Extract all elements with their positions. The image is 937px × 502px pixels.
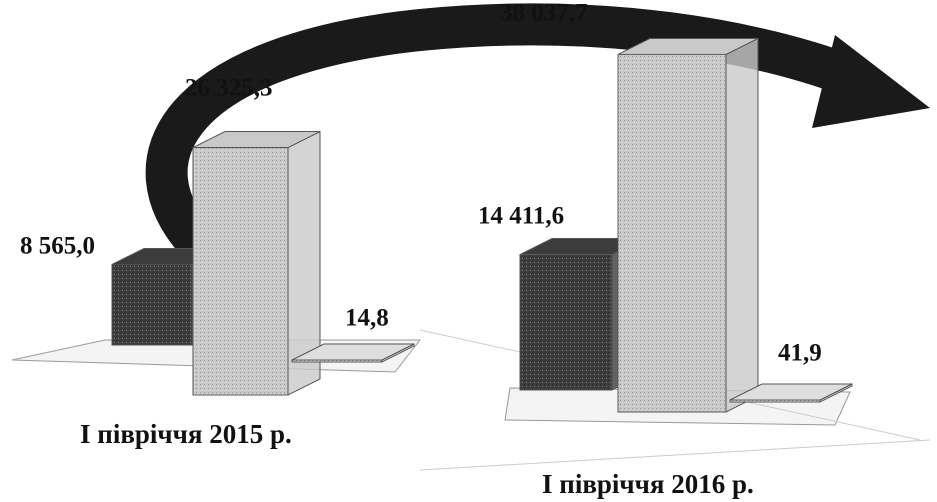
value-label: 14 411,6 xyxy=(478,203,564,230)
bar-side xyxy=(725,37,759,413)
value-label: 14,8 xyxy=(345,305,389,332)
bar-texture xyxy=(730,400,820,402)
bar-texture xyxy=(520,254,612,390)
floor-edge xyxy=(419,439,931,471)
bar xyxy=(192,130,321,396)
bar xyxy=(519,237,645,391)
bar xyxy=(729,383,853,403)
bar-texture xyxy=(193,147,288,395)
floor-edge xyxy=(11,339,106,361)
value-label: 41,9 xyxy=(778,340,822,367)
category-label: І півріччя 2016 р. xyxy=(542,469,754,499)
value-label: 26 325,3 xyxy=(185,75,273,102)
bar xyxy=(291,343,415,363)
value-label: 8 565,0 xyxy=(20,233,95,260)
trend-arrow-head xyxy=(812,35,930,128)
category-label: І півріччя 2015 р. xyxy=(80,419,292,449)
value-label: 38 037,7 xyxy=(500,0,588,27)
bar-texture xyxy=(292,360,382,362)
bar-texture xyxy=(618,54,726,413)
bar-texture xyxy=(112,264,192,345)
bar xyxy=(617,37,759,413)
